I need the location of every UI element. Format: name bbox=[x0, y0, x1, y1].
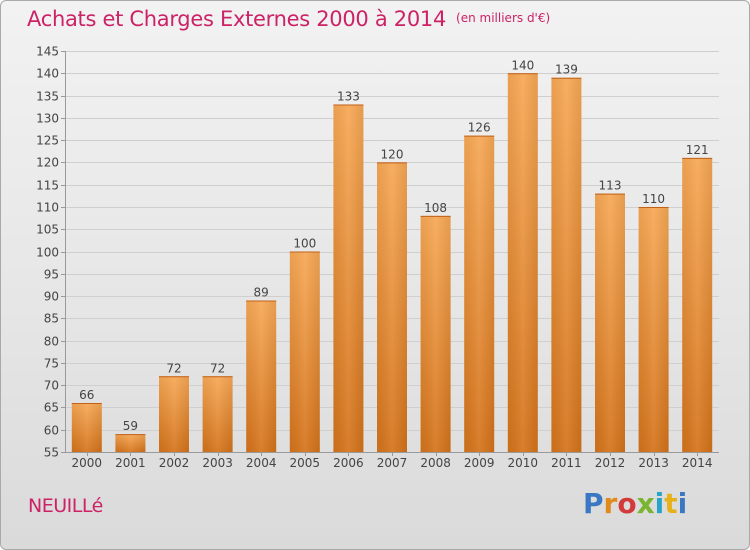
x-tick-label-2005: 2005 bbox=[290, 456, 321, 470]
data-label-2003: 72 bbox=[210, 361, 225, 375]
data-label-2010: 140 bbox=[511, 58, 534, 72]
x-tick-label-2008: 2008 bbox=[420, 456, 451, 470]
proxiti-logo: Proxiti bbox=[583, 487, 688, 520]
y-tick-label: 65 bbox=[44, 401, 59, 415]
x-tick-label-2011: 2011 bbox=[551, 456, 582, 470]
data-label-2002: 72 bbox=[166, 361, 181, 375]
y-tick-label: 120 bbox=[36, 156, 59, 170]
y-tick-label: 135 bbox=[36, 90, 59, 104]
data-label-2006: 133 bbox=[337, 89, 360, 103]
bar-shade-2013 bbox=[638, 206, 669, 452]
bar-shade-2012 bbox=[595, 193, 625, 453]
x-tick-label-2012: 2012 bbox=[595, 456, 626, 470]
y-tick-label: 70 bbox=[44, 379, 59, 393]
data-label-2014: 121 bbox=[686, 143, 709, 157]
data-label-2000: 66 bbox=[79, 388, 94, 402]
data-label-2008: 108 bbox=[424, 201, 447, 215]
y-tick-label: 55 bbox=[44, 446, 59, 460]
x-tick-label-2014: 2014 bbox=[682, 456, 713, 470]
bar-shade-2005 bbox=[289, 251, 320, 452]
data-label-2013: 110 bbox=[642, 192, 665, 206]
y-tick-label: 80 bbox=[44, 335, 59, 349]
title-row: Achats et Charges Externes 2000 à 2014 (e… bbox=[27, 7, 550, 31]
y-tick-label: 75 bbox=[44, 357, 59, 371]
x-tick-label-2010: 2010 bbox=[508, 456, 539, 470]
bar-shade-2010 bbox=[507, 73, 538, 453]
x-tick-label-2013: 2013 bbox=[638, 456, 669, 470]
y-tick-label: 95 bbox=[44, 268, 59, 282]
y-tick-label: 105 bbox=[36, 223, 59, 237]
x-tick-label-2002: 2002 bbox=[159, 456, 190, 470]
y-tick-label: 60 bbox=[44, 424, 59, 438]
y-tick-label: 85 bbox=[44, 312, 59, 326]
axes: 55 60 65 70 75 80 85 90 95 100 105 110 115 120 125 130 1… bbox=[36, 45, 719, 470]
bar-shade-2008 bbox=[420, 215, 451, 452]
data-labels: 66 59 72 72 89 100 133 120 108 126 140 139 113 110 121 bbox=[79, 58, 708, 433]
data-label-2007: 120 bbox=[381, 147, 404, 161]
y-tick-label: 100 bbox=[36, 246, 59, 260]
x-tick-label-2004: 2004 bbox=[246, 456, 277, 470]
y-tick-label: 115 bbox=[36, 179, 59, 193]
y-tick-label: 110 bbox=[36, 201, 59, 215]
y-tick-label: 90 bbox=[44, 290, 59, 304]
data-label-2004: 89 bbox=[254, 286, 269, 300]
data-label-2011: 139 bbox=[555, 63, 578, 77]
bars bbox=[71, 73, 713, 453]
commune-name: NEUILLé bbox=[28, 495, 103, 517]
data-label-2001: 59 bbox=[123, 419, 138, 433]
bar-shade-2014 bbox=[682, 157, 713, 452]
x-tick-label-2006: 2006 bbox=[333, 456, 364, 470]
x-tick-label-2003: 2003 bbox=[202, 456, 233, 470]
x-tick-label-2007: 2007 bbox=[377, 456, 408, 470]
bar-shade-2003 bbox=[202, 376, 233, 452]
y-tick-label: 145 bbox=[36, 45, 59, 59]
chart-title: Achats et Charges Externes 2000 à 2014 bbox=[27, 7, 447, 31]
data-label-2009: 126 bbox=[468, 121, 491, 135]
data-label-2005: 100 bbox=[293, 237, 316, 251]
bar-shade-2000 bbox=[71, 402, 102, 452]
y-tick-label: 130 bbox=[36, 112, 59, 126]
y-tick-label: 125 bbox=[36, 134, 59, 148]
bar-shade-2009 bbox=[464, 135, 495, 452]
data-label-2012: 113 bbox=[599, 179, 622, 193]
x-tick-label-2000: 2000 bbox=[72, 456, 103, 470]
chart-unit: (en milliers d'€) bbox=[456, 11, 551, 25]
bar-shade-2002 bbox=[159, 376, 189, 452]
bar-shade-2006 bbox=[333, 104, 364, 452]
x-tick-label-2001: 2001 bbox=[115, 456, 146, 470]
y-tick-label: 140 bbox=[36, 67, 59, 81]
bar-shade-2001 bbox=[115, 434, 146, 452]
bar-shade-2007 bbox=[377, 162, 407, 452]
x-tick-label-2009: 2009 bbox=[464, 456, 495, 470]
bar-shade-2004 bbox=[246, 300, 277, 452]
bar-shade-2011 bbox=[551, 77, 582, 452]
